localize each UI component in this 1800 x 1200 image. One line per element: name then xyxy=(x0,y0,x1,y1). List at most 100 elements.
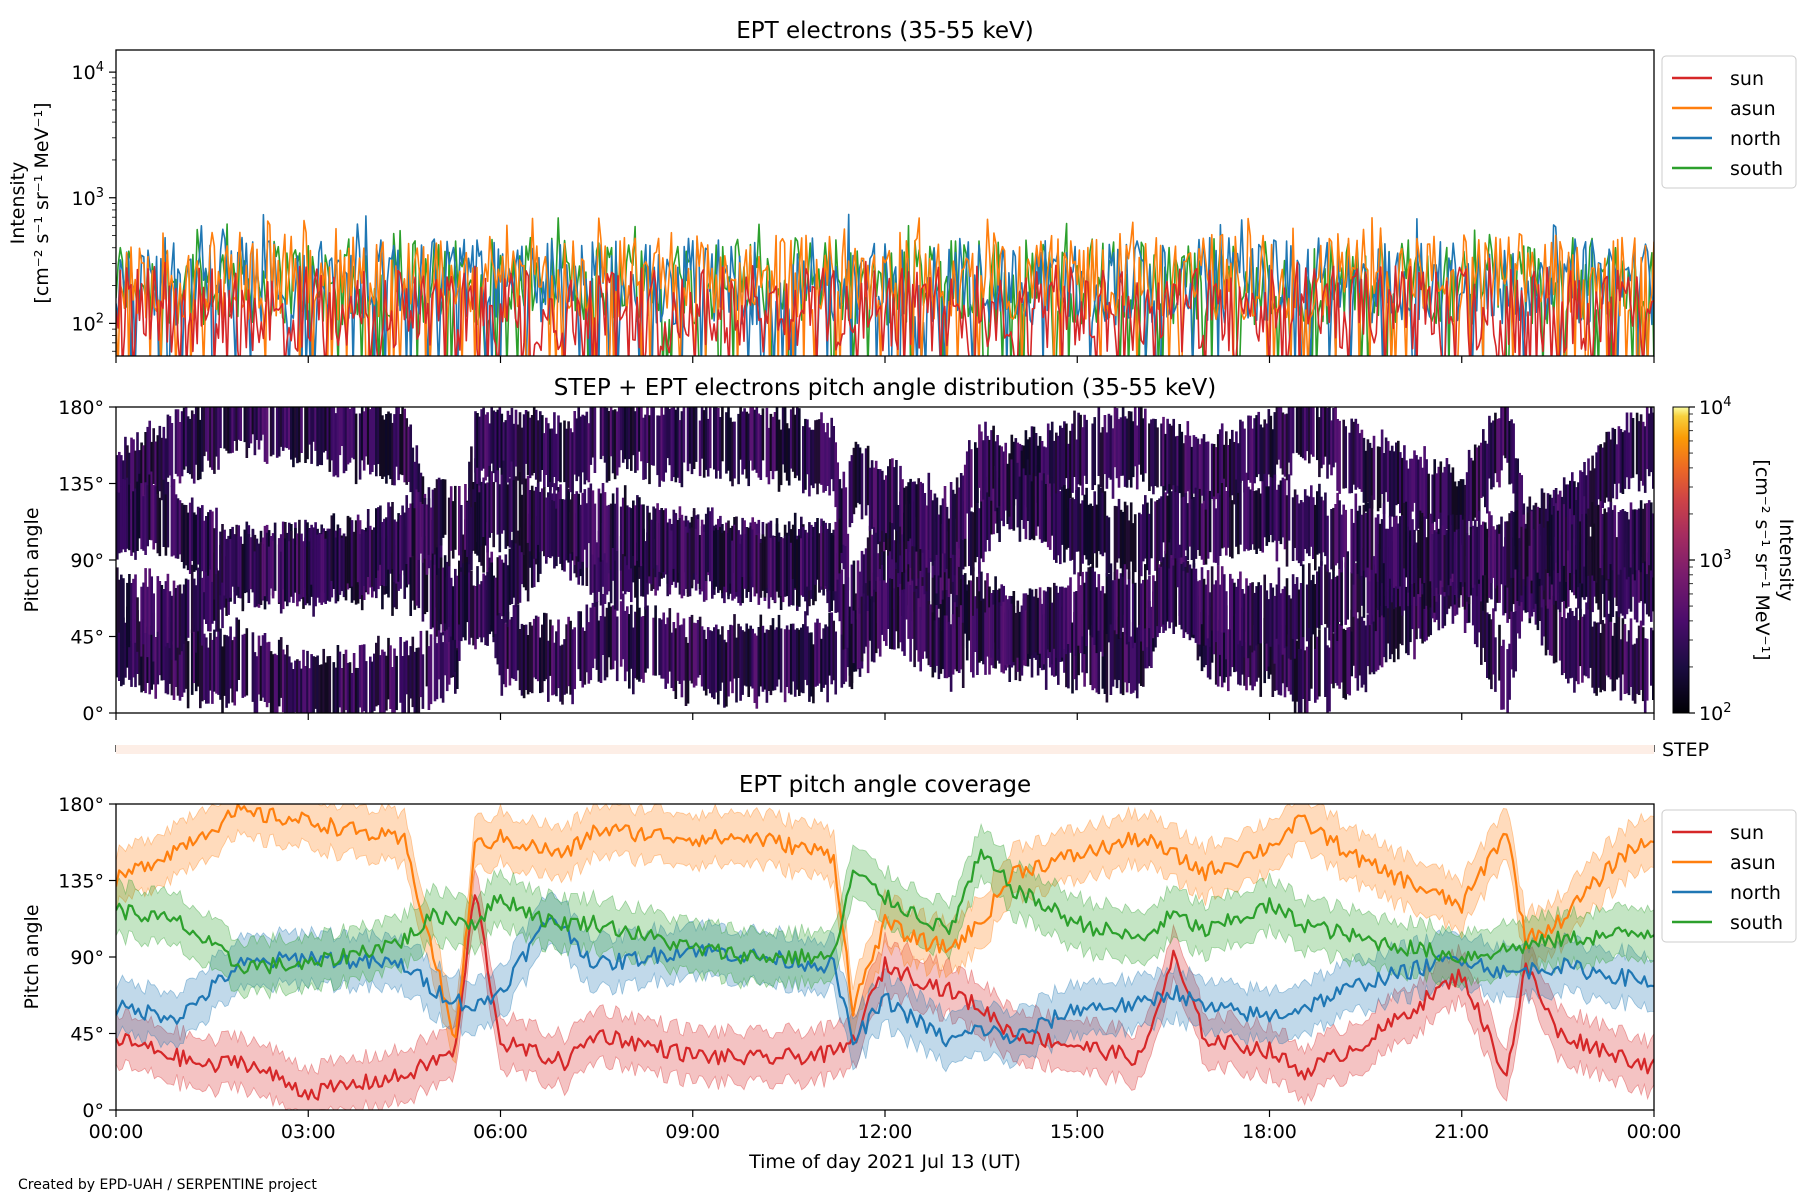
pad-cell xyxy=(638,607,641,682)
pad-cell xyxy=(1059,586,1062,649)
pad-cell xyxy=(1113,572,1117,631)
pad-cell xyxy=(1565,516,1568,582)
pad-cell xyxy=(1016,600,1020,658)
y-tick-label: 180° xyxy=(58,397,104,419)
pad-cell xyxy=(1583,535,1586,600)
pad-cell xyxy=(725,412,728,474)
pad-cell xyxy=(342,533,346,598)
pad-cell xyxy=(132,491,135,553)
pad-cell xyxy=(787,535,791,607)
pad-cell xyxy=(1291,497,1295,561)
pad-cell xyxy=(502,422,506,477)
pad-cell xyxy=(1326,645,1329,713)
pad-cell xyxy=(1162,416,1165,487)
pad-cell xyxy=(302,541,305,598)
pad-cell xyxy=(1115,506,1119,563)
pad-cell xyxy=(209,509,212,570)
pad-cell xyxy=(1192,435,1196,494)
pad-cell xyxy=(215,507,218,574)
pad-cell xyxy=(773,412,777,472)
pad-cell xyxy=(1295,494,1299,561)
pad-cell xyxy=(603,407,607,463)
pad-cell xyxy=(1378,590,1382,666)
pad-cell xyxy=(1350,508,1354,574)
pad-cell xyxy=(1182,571,1186,638)
pad-cell xyxy=(899,544,902,596)
pad-cell xyxy=(1409,458,1412,534)
pad-cell xyxy=(1150,498,1153,559)
pad-cell xyxy=(723,639,726,708)
pad-cell xyxy=(138,473,141,539)
pad-cell xyxy=(980,600,983,661)
pad-cell xyxy=(814,522,817,585)
pad-cell xyxy=(810,524,813,591)
pad-cell xyxy=(124,479,127,553)
pad-cell xyxy=(662,612,666,679)
pad-cell xyxy=(118,492,121,554)
pad-cell xyxy=(144,568,147,633)
pad-cell xyxy=(1473,583,1477,645)
pad-cell xyxy=(1180,497,1184,558)
pad-cell xyxy=(1220,622,1224,688)
pad-cell xyxy=(1585,475,1588,538)
pad-cell xyxy=(905,546,908,620)
pad-cell xyxy=(713,530,716,590)
pad-cell xyxy=(1562,532,1566,602)
pad-cell xyxy=(174,409,178,474)
pad-cell xyxy=(1115,408,1119,479)
pad-cell xyxy=(911,481,914,547)
pad-cell xyxy=(1144,608,1147,669)
pad-cell xyxy=(678,518,682,595)
pad-cell xyxy=(846,533,850,591)
y-tick-label: 135° xyxy=(58,474,104,496)
pad-cell xyxy=(425,630,429,687)
pad-cell xyxy=(664,624,668,689)
pad-cell xyxy=(358,534,362,600)
pad-cell xyxy=(294,527,297,593)
pad-cell xyxy=(1053,582,1056,649)
pad-cell xyxy=(1295,640,1299,702)
pad-cell xyxy=(1613,505,1617,559)
pad-cell xyxy=(1038,472,1042,540)
pad-cell xyxy=(1279,480,1283,545)
pad-cell xyxy=(957,566,961,627)
pad-cell xyxy=(1186,421,1190,492)
pad-cell xyxy=(132,578,135,644)
pad-cell xyxy=(628,407,631,460)
pad-cell xyxy=(320,664,324,713)
pad-cell xyxy=(955,477,959,542)
pad-cell xyxy=(377,635,380,706)
pad-cell xyxy=(1123,564,1127,635)
pad-cell xyxy=(1067,585,1070,644)
pad-cell xyxy=(959,605,963,670)
pad-cell xyxy=(648,512,651,577)
pad-cell xyxy=(593,503,597,565)
pad-cell xyxy=(834,521,838,592)
series-line-asun xyxy=(116,217,1654,356)
pad-cell xyxy=(526,475,530,543)
pad-cell xyxy=(927,601,931,666)
pad-cell xyxy=(783,407,787,473)
pad-cell xyxy=(1370,447,1374,509)
pad-cell xyxy=(1006,463,1010,524)
pad-cell xyxy=(1285,413,1289,481)
pad-cell xyxy=(1443,466,1447,536)
pad-cell xyxy=(431,551,435,628)
pad-cell xyxy=(1322,407,1325,465)
pad-cell xyxy=(358,413,362,480)
pad-cell xyxy=(1316,636,1319,700)
pad-cell xyxy=(263,633,267,702)
pad-cell xyxy=(1190,568,1194,638)
pad-cell xyxy=(130,483,133,556)
pad-cell xyxy=(781,407,785,465)
pad-cell xyxy=(522,414,526,490)
pad-cell xyxy=(660,407,664,481)
pad-cell xyxy=(850,623,854,690)
pad-cell xyxy=(1212,444,1216,501)
pad-cell xyxy=(271,407,275,455)
pad-cell xyxy=(126,445,129,506)
pad-cell xyxy=(1158,498,1161,561)
pad-cell xyxy=(611,605,615,670)
pad-cell xyxy=(1382,558,1386,618)
pad-cell xyxy=(352,407,356,460)
